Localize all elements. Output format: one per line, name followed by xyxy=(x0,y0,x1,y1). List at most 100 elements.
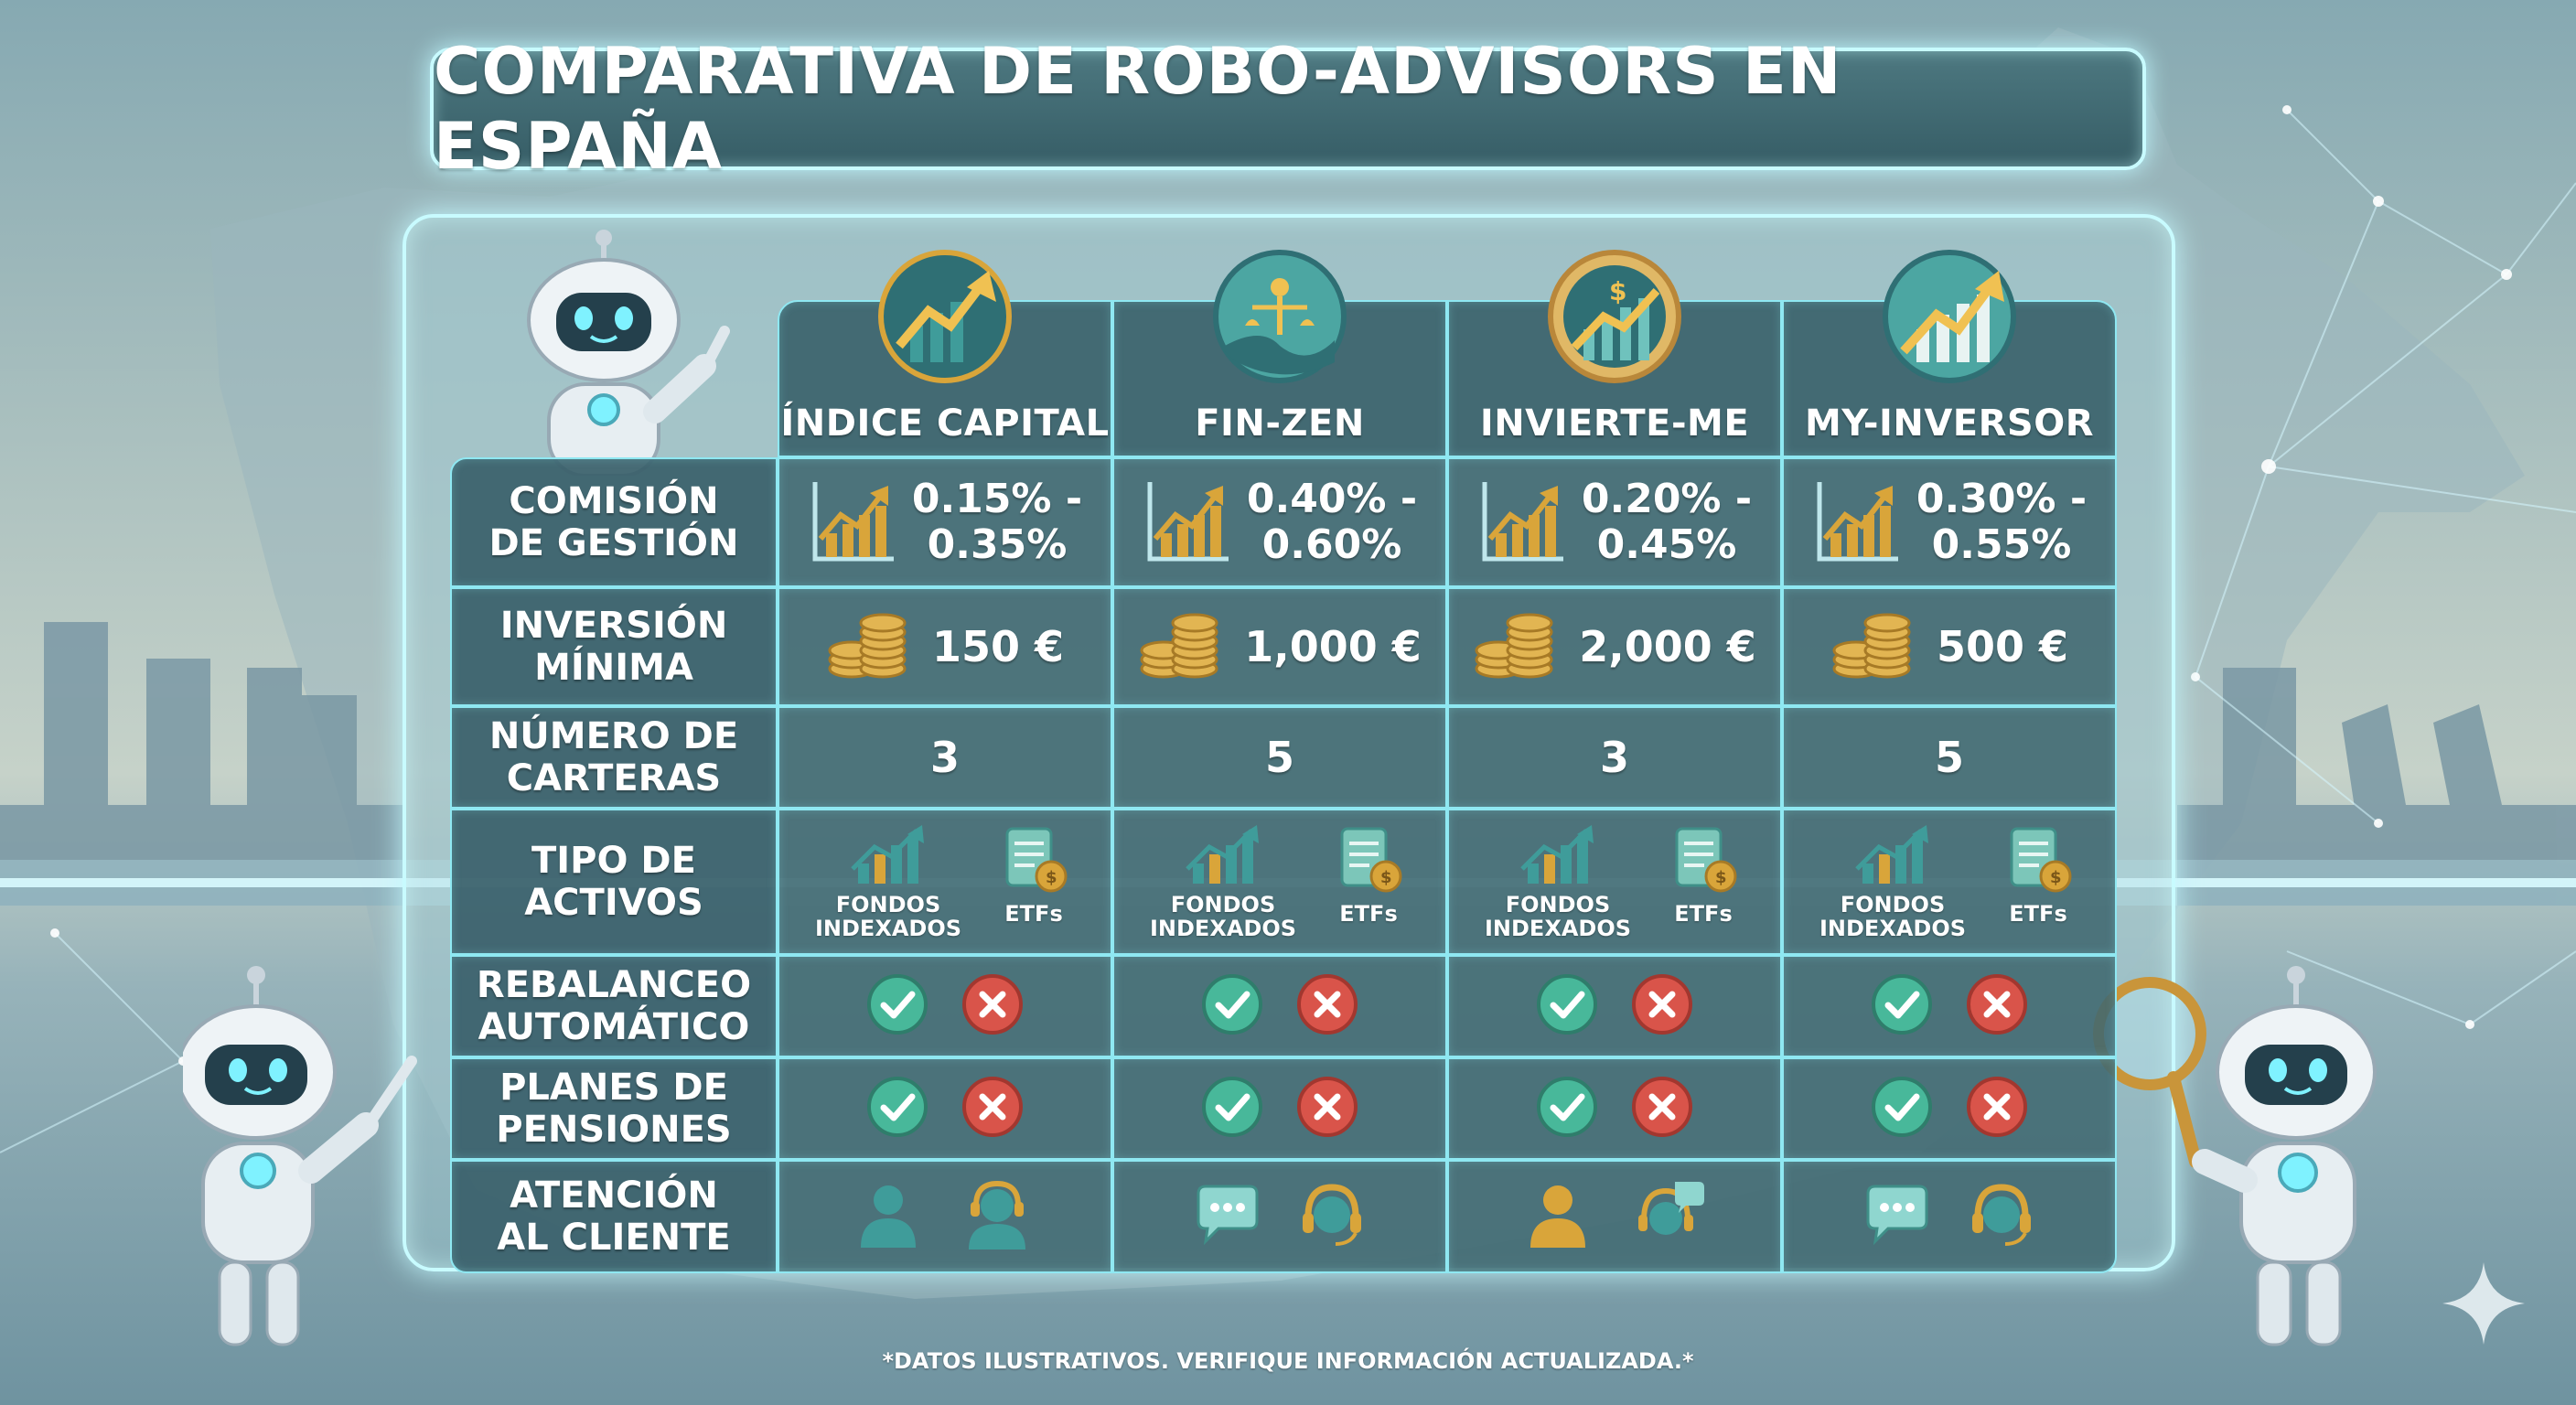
cross-icon xyxy=(1295,972,1359,1040)
provider-name: ÍNDICE CAPITAL xyxy=(780,402,1110,445)
rebalancing-cell xyxy=(778,955,1112,1057)
min-investment-cell: 150 € xyxy=(778,587,1112,706)
support-cell xyxy=(1782,1160,2117,1273)
sparkle-icon xyxy=(2442,1262,2525,1345)
min-investment-cell: 2,000 € xyxy=(1447,587,1782,706)
asset-label: FONDOS INDEXADOS xyxy=(814,892,962,941)
assets-cell: FONDOS INDEXADOS $ ETFs xyxy=(778,809,1112,955)
assets-cell: FONDOS INDEXADOS $ ETFs xyxy=(1112,809,1447,955)
provider-name: INVIERTE-ME xyxy=(1479,402,1750,445)
row-label-fee: COMISIÓN DE GESTIÓN xyxy=(450,457,778,587)
index-fund-icon xyxy=(1517,823,1599,891)
svg-text:$: $ xyxy=(1380,868,1392,887)
assets-cell: FONDOS INDEXADOS $ ETFs xyxy=(1447,809,1782,955)
row-label-min-investment: INVERSIÓN MÍNIMA xyxy=(450,587,778,706)
asset-label: FONDOS INDEXADOS xyxy=(1819,892,1967,941)
headset-chat-icon xyxy=(1626,1178,1708,1255)
footnote: *DATOS ILUSTRATIVOS. VERIFIQUE INFORMACI… xyxy=(882,1348,1694,1374)
growth-chart-logo xyxy=(1876,243,2023,393)
cross-icon xyxy=(961,972,1025,1040)
cross-icon xyxy=(1965,1075,2029,1142)
rebalancing-cell xyxy=(1112,955,1447,1057)
coins-icon xyxy=(826,608,908,685)
row-label-rebalancing: REBALANCEO AUTOMÁTICO xyxy=(450,955,778,1057)
coins-icon xyxy=(1138,608,1220,685)
portfolios-value: 3 xyxy=(929,733,960,782)
asset-label: ETFs xyxy=(1339,901,1398,927)
pensions-cell xyxy=(1447,1057,1782,1160)
row-label-portfolios: NÚMERO DE CARTERAS xyxy=(450,706,778,809)
table-corner xyxy=(450,300,778,457)
check-icon xyxy=(865,1075,929,1142)
headset-icon xyxy=(1295,1178,1368,1255)
check-icon xyxy=(1200,972,1264,1040)
svg-text:$: $ xyxy=(1715,868,1727,887)
provider-name: MY-INVERSOR xyxy=(1804,402,2095,445)
asset-label: ETFs xyxy=(1674,901,1733,927)
cross-icon xyxy=(1295,1075,1359,1142)
check-icon xyxy=(1870,1075,1934,1142)
bar-chart-arrow-logo xyxy=(872,243,1018,393)
fee-value: 0.15% - 0.35% xyxy=(911,476,1083,568)
check-icon xyxy=(1535,1075,1599,1142)
coins-icon xyxy=(1473,608,1555,685)
cross-icon xyxy=(961,1075,1025,1142)
provider-header: $ INVIERTE-ME xyxy=(1447,250,1782,457)
check-icon xyxy=(1200,1075,1264,1142)
check-icon xyxy=(1870,972,1934,1040)
provider-header: MY-INVERSOR xyxy=(1782,250,2117,457)
chart-icon xyxy=(1477,475,1569,570)
index-fund-icon xyxy=(1852,823,1934,891)
cross-icon xyxy=(1630,972,1694,1040)
portfolios-value: 5 xyxy=(1264,733,1294,782)
page-title: COMPARATIVA DE ROBO-ADVISORS EN ESPAÑA xyxy=(434,34,1842,184)
min-investment-value: 1,000 € xyxy=(1244,622,1422,671)
asset-label: FONDOS INDEXADOS xyxy=(1484,892,1632,941)
etf-document-icon: $ xyxy=(1662,823,1744,900)
fee-value: 0.30% - 0.55% xyxy=(1916,476,2088,568)
asset-label: ETFs xyxy=(1004,901,1063,927)
index-fund-icon xyxy=(1182,823,1264,891)
support-cell xyxy=(1447,1160,1782,1273)
fee-value: 0.20% - 0.45% xyxy=(1581,476,1753,568)
portfolios-value: 3 xyxy=(1599,733,1629,782)
title-banner: COMPARATIVA DE ROBO-ADVISORS EN ESPAÑA xyxy=(430,34,2146,184)
pensions-cell xyxy=(1782,1057,2117,1160)
chat-bubble-icon xyxy=(1191,1183,1264,1250)
chart-icon xyxy=(808,475,899,570)
chart-icon xyxy=(1812,475,1904,570)
min-investment-cell: 500 € xyxy=(1782,587,2117,706)
fee-cell: 0.40% - 0.60% xyxy=(1112,457,1447,587)
index-fund-icon xyxy=(847,823,929,891)
min-investment-cell: 1,000 € xyxy=(1112,587,1447,706)
etf-document-icon: $ xyxy=(1997,823,2079,900)
chat-bubble-icon xyxy=(1861,1183,1934,1250)
provider-name: FIN-ZEN xyxy=(1195,402,1365,445)
row-label-pensions: PLANES DE PENSIONES xyxy=(450,1057,778,1160)
svg-text:$: $ xyxy=(2050,868,2062,887)
rebalancing-cell xyxy=(1447,955,1782,1057)
scales-wave-logo xyxy=(1207,243,1353,393)
portfolios-cell: 3 xyxy=(1447,706,1782,809)
pensions-cell xyxy=(778,1057,1112,1160)
dollar-chart-logo: $ xyxy=(1541,243,1688,393)
headset-icon xyxy=(1965,1178,2038,1255)
rebalancing-cell xyxy=(1782,955,2117,1057)
robot-top-left xyxy=(527,230,730,476)
fee-cell: 0.15% - 0.35% xyxy=(778,457,1112,587)
row-label-assets: TIPO DE ACTIVOS xyxy=(450,809,778,955)
check-icon xyxy=(865,972,929,1040)
check-icon xyxy=(1535,972,1599,1040)
headset-person-icon xyxy=(956,1178,1038,1255)
svg-text:$: $ xyxy=(1046,868,1057,887)
provider-header: FIN-ZEN xyxy=(1112,250,1447,457)
person-icon xyxy=(852,1178,925,1255)
etf-document-icon: $ xyxy=(993,823,1075,900)
provider-header: ÍNDICE CAPITAL xyxy=(778,250,1112,457)
portfolios-cell: 3 xyxy=(778,706,1112,809)
robot-bottom-left xyxy=(183,966,417,1346)
svg-text:$: $ xyxy=(1609,276,1626,306)
fee-value: 0.40% - 0.60% xyxy=(1246,476,1418,568)
assets-cell: FONDOS INDEXADOS $ ETFs xyxy=(1782,809,2117,955)
support-cell xyxy=(1112,1160,1447,1273)
